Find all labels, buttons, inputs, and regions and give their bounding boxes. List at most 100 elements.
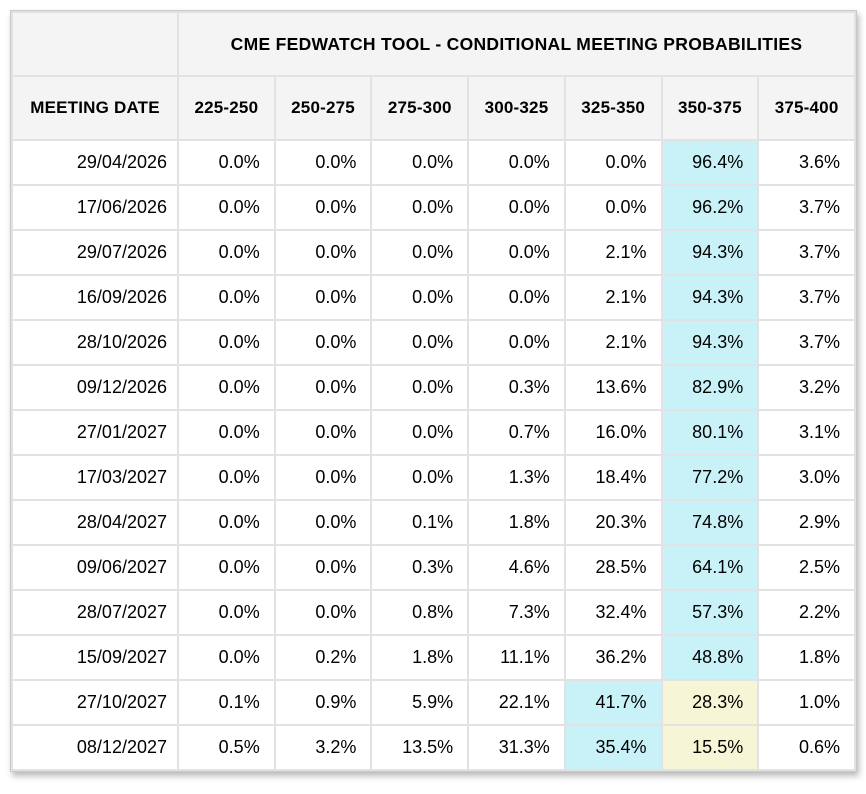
probability-cell: 2.1% — [565, 321, 661, 364]
probability-cell: 0.0% — [275, 231, 371, 274]
probability-cell: 0.0% — [275, 186, 371, 229]
probability-cell: 4.6% — [469, 546, 564, 589]
table-row: 17/03/2027 0.0% 0.0% 0.0% 1.3% 18.4% 77.2% 3.0% — [13, 456, 854, 499]
meeting-date-cell: 28/07/2027 — [13, 591, 177, 634]
probability-cell: 3.6% — [759, 141, 854, 184]
probability-cell: 2.5% — [759, 546, 854, 589]
corner-cell — [13, 13, 177, 75]
probability-cell: 0.0% — [275, 366, 371, 409]
probability-cell: 57.3% — [662, 591, 758, 634]
table-row: 09/12/2026 0.0% 0.0% 0.0% 0.3% 13.6% 82.9% 3.2% — [13, 366, 854, 409]
probability-cell: 0.0% — [372, 231, 468, 274]
probability-cell: 0.0% — [275, 501, 371, 544]
probability-cell: 0.0% — [275, 141, 371, 184]
probability-cell: 0.0% — [275, 276, 371, 319]
probability-cell: 0.3% — [469, 366, 564, 409]
table-row: 09/06/2027 0.0% 0.0% 0.3% 4.6% 28.5% 64.1% 2.5% — [13, 546, 854, 589]
probability-cell: 3.2% — [759, 366, 854, 409]
column-header-300-325: 300-325 — [469, 77, 564, 139]
probability-cell: 22.1% — [469, 681, 564, 724]
probability-cell: 13.5% — [372, 726, 468, 769]
probability-cell: 0.0% — [179, 276, 274, 319]
table-row: 28/04/2027 0.0% 0.0% 0.1% 1.8% 20.3% 74.8% 2.9% — [13, 501, 854, 544]
meeting-date-cell: 28/10/2026 — [13, 321, 177, 364]
probability-cell: 7.3% — [469, 591, 564, 634]
probability-cell: 3.7% — [759, 231, 854, 274]
probability-cell: 0.0% — [179, 366, 274, 409]
column-header-325-350: 325-350 — [565, 77, 661, 139]
probability-cell: 0.0% — [179, 456, 274, 499]
probability-cell: 0.0% — [372, 186, 468, 229]
probability-cell: 0.0% — [179, 141, 274, 184]
column-header-meeting-date: MEETING DATE — [13, 77, 177, 139]
probability-cell: 1.8% — [759, 636, 854, 679]
fedwatch-probabilities-table: CME FEDWATCH TOOL - CONDITIONAL MEETING … — [10, 10, 857, 772]
probability-cell: 18.4% — [565, 456, 661, 499]
probability-cell: 0.1% — [179, 681, 274, 724]
meeting-date-cell: 17/03/2027 — [13, 456, 177, 499]
probability-cell: 0.0% — [179, 591, 274, 634]
probability-cell: 2.1% — [565, 276, 661, 319]
table-row: 28/07/2027 0.0% 0.0% 0.8% 7.3% 32.4% 57.3% 2.2% — [13, 591, 854, 634]
column-header-375-400: 375-400 — [759, 77, 854, 139]
probability-cell: 0.0% — [372, 456, 468, 499]
probability-cell: 1.0% — [759, 681, 854, 724]
column-header-250-275: 250-275 — [275, 77, 371, 139]
probability-cell: 96.4% — [662, 141, 758, 184]
probability-cell: 11.1% — [469, 636, 564, 679]
probability-cell: 0.2% — [275, 636, 371, 679]
probability-cell: 0.0% — [372, 411, 468, 454]
meeting-date-cell: 08/12/2027 — [13, 726, 177, 769]
probability-cell: 0.0% — [179, 411, 274, 454]
table-row: 27/01/2027 0.0% 0.0% 0.0% 0.7% 16.0% 80.1% 3.1% — [13, 411, 854, 454]
probability-cell: 0.6% — [759, 726, 854, 769]
meeting-date-cell: 15/09/2027 — [13, 636, 177, 679]
probability-cell: 0.0% — [372, 366, 468, 409]
column-header-350-375: 350-375 — [662, 77, 758, 139]
probability-cell: 1.8% — [469, 501, 564, 544]
table-title: CME FEDWATCH TOOL - CONDITIONAL MEETING … — [179, 13, 854, 75]
probability-cell: 82.9% — [662, 366, 758, 409]
probability-cell: 15.5% — [662, 726, 758, 769]
probability-cell: 0.0% — [179, 501, 274, 544]
table-row: 29/04/2026 0.0% 0.0% 0.0% 0.0% 0.0% 96.4% 3.6% — [13, 141, 854, 184]
probability-cell: 0.0% — [469, 321, 564, 364]
table-row: 27/10/2027 0.1% 0.9% 5.9% 22.1% 41.7% 28.3% 1.0… — [13, 681, 854, 724]
probability-cell: 2.9% — [759, 501, 854, 544]
probability-cell: 64.1% — [662, 546, 758, 589]
table-row: 08/12/2027 0.5% 3.2% 13.5% 31.3% 35.4% 15.5% 0.… — [13, 726, 854, 769]
probability-cell: 0.0% — [275, 411, 371, 454]
probability-cell: 0.3% — [372, 546, 468, 589]
probability-cell: 0.0% — [179, 636, 274, 679]
meeting-date-cell: 09/12/2026 — [13, 366, 177, 409]
probability-cell: 0.0% — [179, 186, 274, 229]
table-row: 29/07/2026 0.0% 0.0% 0.0% 0.0% 2.1% 94.3% 3.7% — [13, 231, 854, 274]
probability-cell: 80.1% — [662, 411, 758, 454]
probability-cell: 0.0% — [565, 186, 661, 229]
probability-cell: 0.0% — [275, 591, 371, 634]
probability-cell: 0.0% — [565, 141, 661, 184]
probability-cell: 3.2% — [275, 726, 371, 769]
probability-cell: 0.9% — [275, 681, 371, 724]
probability-cell: 0.0% — [179, 321, 274, 364]
probability-cell: 3.1% — [759, 411, 854, 454]
meeting-date-cell: 16/09/2026 — [13, 276, 177, 319]
title-row: CME FEDWATCH TOOL - CONDITIONAL MEETING … — [13, 13, 854, 75]
meeting-date-cell: 28/04/2027 — [13, 501, 177, 544]
probability-cell: 28.3% — [662, 681, 758, 724]
probability-cell: 2.2% — [759, 591, 854, 634]
probability-cell: 0.0% — [469, 141, 564, 184]
probability-cell: 0.0% — [179, 546, 274, 589]
probability-cell: 2.1% — [565, 231, 661, 274]
probability-cell: 3.7% — [759, 321, 854, 364]
meeting-date-cell: 29/04/2026 — [13, 141, 177, 184]
probability-cell: 0.0% — [372, 276, 468, 319]
probability-cell: 0.0% — [469, 186, 564, 229]
probability-cell: 74.8% — [662, 501, 758, 544]
table-row: 16/09/2026 0.0% 0.0% 0.0% 0.0% 2.1% 94.3% 3.7% — [13, 276, 854, 319]
probability-cell: 13.6% — [565, 366, 661, 409]
probability-cell: 94.3% — [662, 231, 758, 274]
probability-cell: 0.5% — [179, 726, 274, 769]
probability-cell: 0.0% — [469, 231, 564, 274]
meeting-date-cell: 17/06/2026 — [13, 186, 177, 229]
